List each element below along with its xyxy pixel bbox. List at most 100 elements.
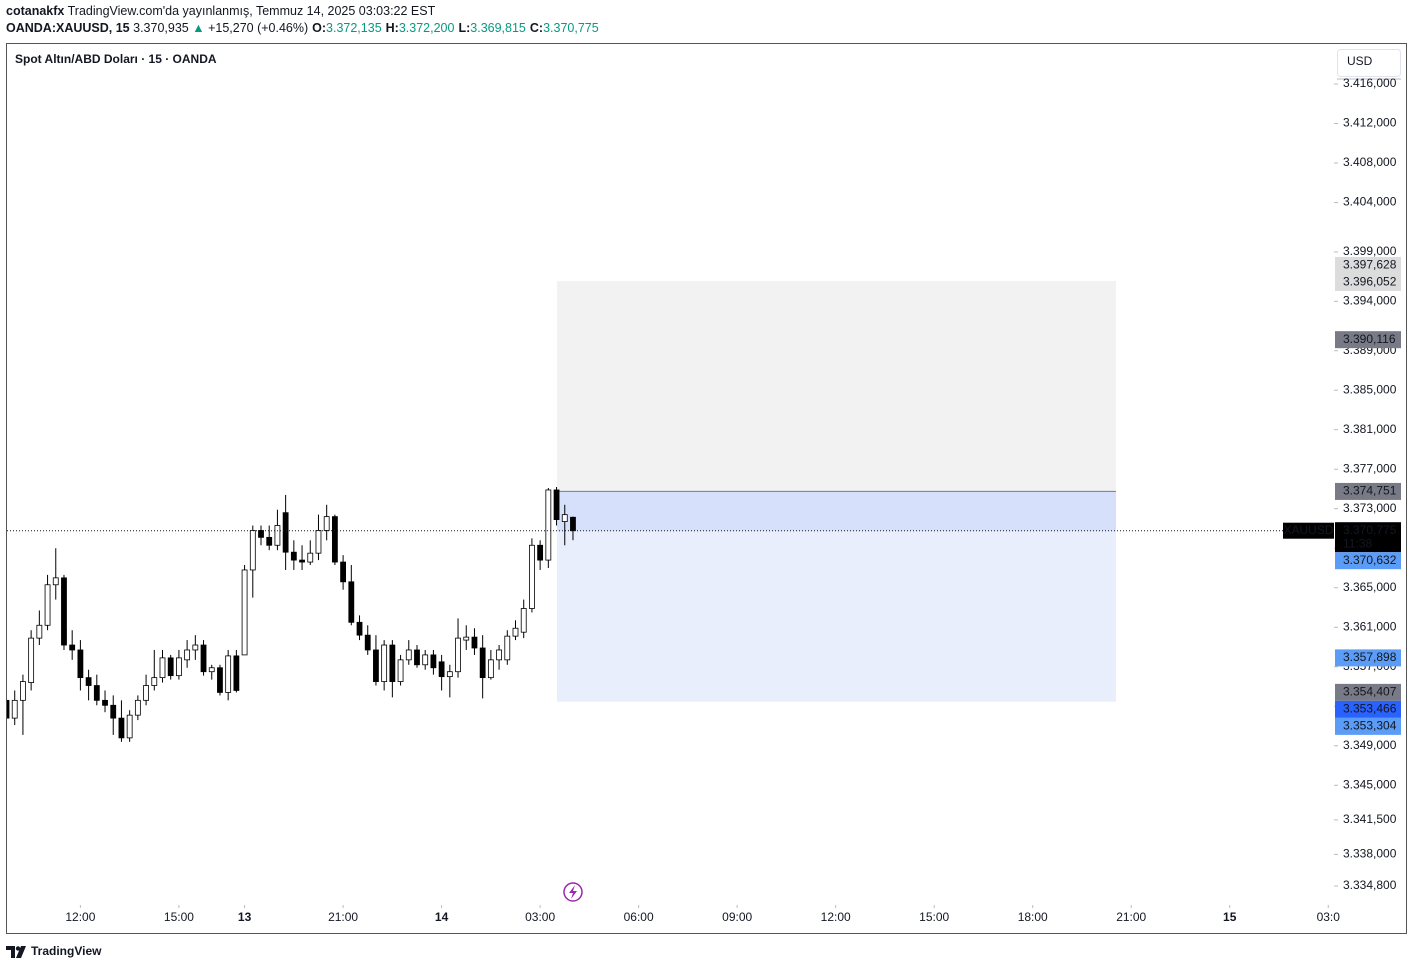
price-label-bg [1335, 717, 1401, 735]
candle-body [364, 634, 371, 651]
y-tick-label: 3.416,000 [1343, 76, 1397, 90]
candle-body [487, 659, 494, 679]
plot [7, 281, 1116, 742]
candle-body [20, 681, 26, 701]
currency[interactable]: USD [1347, 54, 1373, 68]
publish-info: cotanakfx TradingView.com'da yayınlanmış… [6, 4, 436, 18]
candle-body [373, 649, 379, 682]
symbol-info: OANDA:XAUUSD, 15 3.370,935 ▲ +15,270 (+0… [6, 21, 599, 35]
candle-body [52, 577, 59, 586]
price-label-bg [1335, 482, 1401, 500]
price-label-bg [1335, 649, 1401, 667]
candle-body [340, 561, 347, 583]
symbol: OANDA:XAUUSD, 15 [6, 21, 130, 35]
candle-body [381, 644, 388, 682]
y-tick-label: 3.373,000 [1343, 501, 1397, 515]
x-tick-label: 21:00 [328, 910, 358, 924]
candle-body [241, 569, 248, 656]
candle-body [430, 654, 437, 669]
candle-body [126, 714, 133, 739]
candle-body [520, 608, 527, 633]
candle-body [176, 657, 182, 677]
candle-body [455, 637, 461, 673]
y-tick-label: 3.377,000 [1343, 461, 1397, 475]
candle-body [471, 636, 478, 649]
price-label: 3.353,304 [1343, 719, 1397, 733]
candle-body [134, 699, 141, 716]
candle-body [529, 544, 535, 609]
candle-body [44, 584, 51, 626]
y-tick-label: 3.341,500 [1343, 812, 1397, 826]
x-tick-label: 06:00 [624, 910, 654, 924]
x-tick-label: 15 [1223, 910, 1237, 924]
candle-body [282, 512, 289, 553]
currency-button[interactable] [1337, 49, 1401, 77]
x-tick-label: 15:00 [919, 910, 949, 924]
candle-body [151, 677, 158, 686]
candle-body [11, 699, 18, 719]
x-tick-label: 14 [435, 910, 449, 924]
ohlc-key: O: [312, 21, 326, 35]
chart-title: Spot Altın/ABD Doları · 15 · OANDA [15, 52, 217, 66]
candle-body [249, 530, 256, 571]
ohlc: O:3.372,135 H:3.372,200 L:3.369,815 C:3.370… [312, 21, 599, 35]
price-label: 3.353,466 [1343, 702, 1397, 716]
logo-shape [6, 946, 15, 958]
candle-body [348, 581, 355, 623]
candle-body [28, 637, 35, 683]
x-tick-label: 13 [238, 910, 252, 924]
up-arrow: ▲ [189, 21, 208, 35]
y-tick-label: 3.345,000 [1343, 777, 1397, 791]
candle-body [496, 649, 502, 661]
author: cotanakfx [6, 4, 64, 18]
candle-body [85, 677, 92, 686]
candle-body [479, 647, 486, 679]
y-tick-label: 3.334,800 [1343, 878, 1397, 892]
candle-body [299, 559, 305, 563]
y-tick-label: 3.361,000 [1343, 619, 1397, 633]
candle-body [315, 530, 322, 554]
price-label-bg [1335, 700, 1401, 718]
y-tick-label: 3.408,000 [1343, 155, 1397, 169]
open-pnl-zone [557, 491, 1116, 531]
published: TradingView.com'da yayınlanmış, Temmuz 1… [68, 4, 436, 18]
y-tick-label: 3.385,000 [1343, 382, 1397, 396]
candle-body [414, 649, 420, 666]
last: 3.370,935 [133, 21, 189, 35]
brand: TradingView [31, 944, 102, 958]
candle-body [561, 514, 568, 522]
candle-body [167, 657, 174, 677]
candle-body [438, 661, 445, 678]
candle-body [323, 516, 330, 531]
candle-body [422, 654, 429, 666]
x-tick-label: 03:0 [1317, 910, 1341, 924]
candle-body [61, 577, 67, 646]
price-label-bg [1335, 552, 1401, 570]
last-price-label-bg [1335, 522, 1401, 553]
candle-body [110, 704, 117, 719]
logo-shape [16, 946, 26, 958]
ohlc-key: C: [530, 21, 543, 35]
x-tick-label: 21:00 [1116, 910, 1146, 924]
price-label-bg [1335, 683, 1401, 701]
candle-body [446, 671, 453, 678]
candle-body [274, 525, 281, 546]
y-tick-label: 3.399,000 [1343, 244, 1397, 258]
x-tick-label: 15:00 [164, 910, 194, 924]
candle-body [102, 699, 108, 706]
last-price-label: 3.370,775 [1343, 523, 1397, 537]
candle-body [184, 649, 191, 661]
candle-body [570, 516, 576, 532]
ohlc-key: H: [386, 21, 399, 35]
symbol-tag-bg [1283, 522, 1334, 539]
x-tick-label: 09:00 [722, 910, 752, 924]
events-icon[interactable] [563, 882, 583, 902]
candle-body [143, 685, 149, 701]
ohlc-value: 3.370,775 [543, 21, 599, 35]
x-tick-label: 12:00 [821, 910, 851, 924]
price-label: 3.390,116 [1343, 332, 1396, 346]
candle-body [93, 685, 100, 701]
candle-body [504, 635, 511, 661]
candle-body [225, 655, 232, 693]
